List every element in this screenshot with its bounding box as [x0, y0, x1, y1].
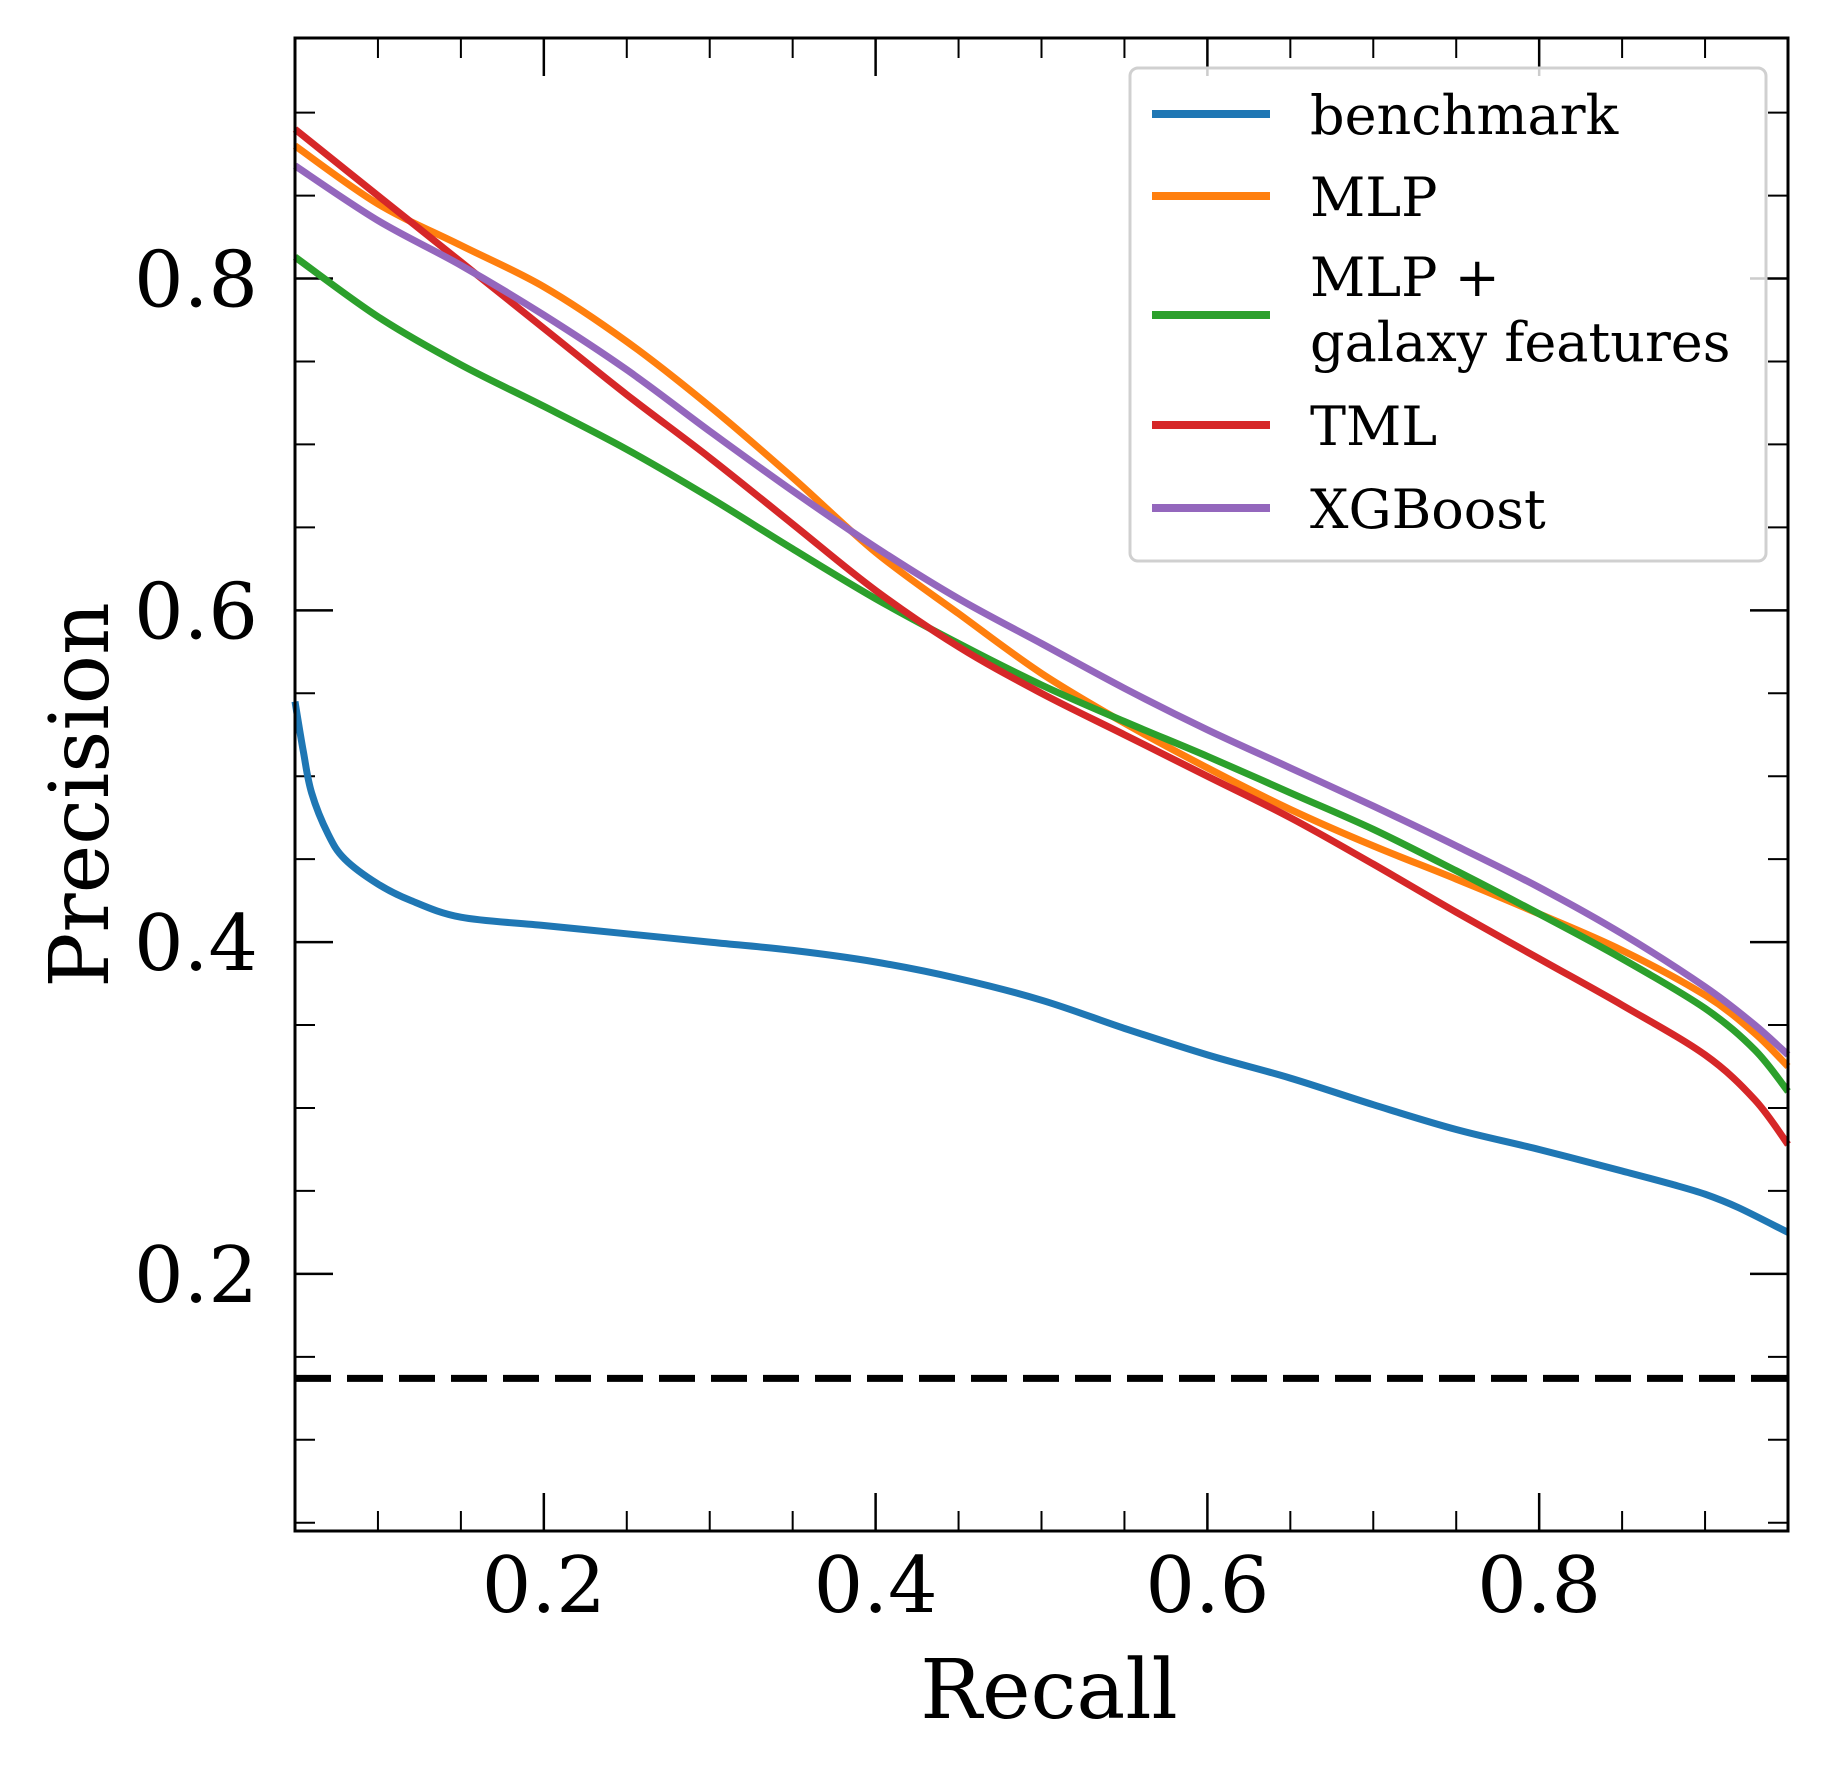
tick-labels: 0.2 0.4 0.6 0.8 0.2 0.4 0.6 0.8 — [134, 236, 1601, 1631]
y-tick-label: 0.4 — [134, 899, 258, 989]
series-line-xgboost — [293, 162, 1791, 1058]
x-tick-label: 0.6 — [1145, 1541, 1269, 1631]
minor-ticks — [294, 38, 1789, 1531]
legend-label-xgboost: XGBoost — [1310, 478, 1546, 541]
legend-frame — [1128, 66, 1768, 563]
y-tick-label: 0.2 — [134, 1231, 258, 1321]
y-tick-label: 0.6 — [134, 567, 258, 657]
legend-label-tml: TML — [1310, 395, 1437, 458]
y-axis-title: Precision — [33, 602, 128, 988]
major-ticks — [295, 38, 1788, 1531]
legend-label-mlp-galaxy-line2: galaxy features — [1310, 311, 1730, 374]
series-line-benchmark — [291, 701, 1790, 1236]
series-line-tml — [292, 126, 1791, 1147]
x-tick-label: 0.2 — [482, 1541, 606, 1631]
x-axis-title: Recall — [920, 1643, 1178, 1738]
legend: benchmark MLP MLP + galaxy features TML … — [1128, 66, 1768, 563]
x-tick-label: 0.8 — [1477, 1541, 1601, 1631]
series-line-mlp — [292, 142, 1791, 1069]
plot-frame — [293, 36, 1790, 1533]
legend-label-benchmark: benchmark — [1310, 84, 1620, 147]
x-tick-label: 0.4 — [814, 1541, 938, 1631]
y-tick-label: 0.8 — [134, 236, 258, 326]
legend-label-mlp: MLP — [1310, 166, 1438, 229]
series-line-mlp-galaxy-features — [292, 254, 1791, 1094]
legend-label-mlp-galaxy-line1: MLP + — [1310, 246, 1500, 309]
series-lines — [291, 126, 1791, 1236]
